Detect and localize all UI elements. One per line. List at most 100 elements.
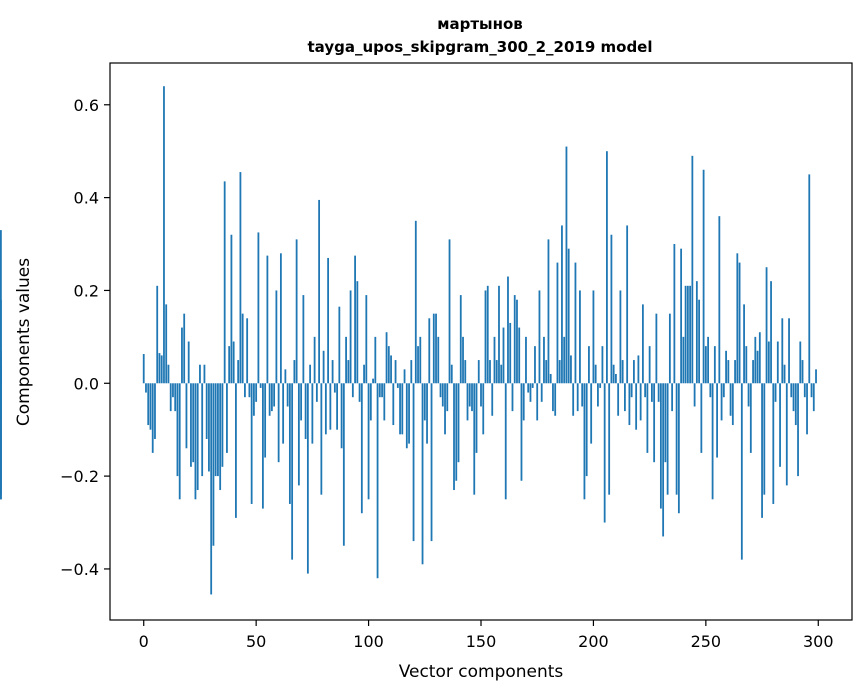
bar (444, 383, 446, 435)
bar (181, 327, 183, 384)
bar (264, 383, 267, 458)
bar (558, 360, 561, 384)
bar (419, 336, 422, 384)
bar (187, 341, 190, 384)
x-tick-label: 150 (466, 632, 497, 651)
bar (223, 181, 226, 384)
x-tick-label: 50 (246, 632, 266, 651)
bar (378, 383, 381, 398)
bar (725, 350, 727, 384)
bar (516, 299, 518, 384)
bar (522, 383, 525, 421)
x-tick-label: 300 (803, 632, 834, 651)
bar (693, 383, 696, 407)
bar (738, 262, 741, 384)
bar (275, 290, 278, 384)
bar (261, 383, 264, 509)
bar (0, 230, 2, 384)
bar (704, 346, 707, 384)
bar (169, 383, 172, 412)
bar (163, 86, 165, 384)
bar (286, 383, 289, 407)
bar (502, 327, 505, 384)
bar (590, 383, 593, 444)
bar (338, 306, 341, 384)
bar (432, 313, 435, 384)
bar (405, 383, 408, 449)
bar (552, 383, 554, 412)
bar (500, 364, 503, 384)
bar (414, 220, 417, 384)
bar (767, 341, 770, 384)
bar (403, 369, 406, 384)
bar (815, 369, 817, 384)
bar (534, 346, 536, 384)
bar (722, 383, 725, 398)
bar (554, 383, 557, 416)
bar (536, 383, 539, 421)
bar (394, 360, 397, 384)
bar (329, 383, 332, 430)
bar (624, 383, 626, 412)
bar (538, 290, 541, 384)
bar (221, 383, 224, 467)
y-tick-label: 0.2 (74, 281, 99, 300)
bar (765, 267, 768, 384)
x-axis-ticks: 0 50 100 150 200 250 300 (139, 620, 834, 651)
bar (491, 383, 494, 416)
bar (774, 383, 777, 402)
bar (482, 383, 485, 435)
bar (158, 353, 161, 384)
bar (572, 383, 575, 416)
bar (628, 383, 631, 426)
bar (545, 360, 548, 384)
bar (507, 276, 509, 384)
bar (147, 383, 150, 426)
bar (752, 360, 754, 384)
bar (785, 383, 788, 486)
bar (304, 383, 307, 439)
bar (635, 383, 638, 430)
bar (556, 262, 559, 384)
bar (749, 383, 752, 453)
bar (754, 336, 757, 384)
bar (176, 383, 179, 477)
bar (208, 383, 210, 472)
bar (237, 360, 240, 384)
y-tick-label: −0.2 (60, 467, 99, 486)
bar (709, 383, 712, 398)
bar (495, 360, 498, 384)
bar (743, 304, 745, 384)
bar (659, 383, 662, 509)
bar (761, 383, 763, 518)
y-tick-label: 0.6 (74, 96, 99, 115)
bar (340, 383, 343, 449)
bar (151, 383, 154, 453)
bar (192, 383, 195, 463)
bar (579, 290, 581, 384)
bar (302, 295, 305, 384)
bar (446, 383, 449, 412)
bar (727, 360, 730, 384)
bar (253, 383, 255, 416)
bar (360, 383, 363, 514)
bar (457, 383, 460, 463)
bar (486, 285, 489, 384)
bar (763, 383, 766, 495)
bar (788, 318, 790, 384)
bar (574, 262, 577, 384)
bar (610, 234, 613, 384)
bar (160, 355, 163, 384)
bar (369, 383, 372, 421)
bar (248, 383, 251, 398)
bar (498, 285, 500, 384)
bar (354, 255, 356, 384)
bar (529, 383, 532, 402)
bar (772, 383, 775, 504)
bar (682, 336, 685, 384)
y-tick-label: −0.4 (60, 560, 99, 579)
bar (781, 318, 784, 384)
bar (313, 336, 316, 384)
bar (246, 318, 249, 384)
bar (686, 285, 689, 384)
